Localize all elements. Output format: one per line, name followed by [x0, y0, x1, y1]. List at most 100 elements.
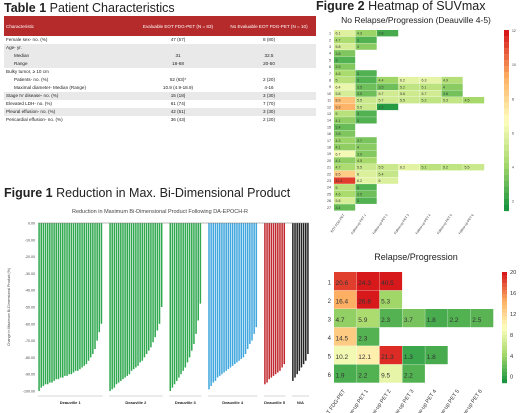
heat-cell	[355, 117, 377, 124]
cell-value: 6.4	[336, 85, 341, 89]
row-label: Pericardial effusion- no. (%)	[6, 117, 63, 122]
cell-value: 4.4	[379, 79, 384, 83]
heat-cell	[355, 97, 377, 104]
heat-cell	[463, 97, 485, 104]
legend-swatch	[502, 357, 507, 361]
bar	[216, 223, 219, 378]
row-label: Stage IV disease- no. (%)	[4, 92, 134, 100]
cell-value: 40.5	[381, 280, 394, 287]
legend-swatch	[502, 309, 507, 313]
bar	[42, 223, 45, 386]
legend-swatch	[504, 156, 509, 163]
bar	[251, 223, 253, 341]
bar	[128, 223, 131, 375]
legend-swatch	[502, 368, 507, 373]
heat-cell	[334, 190, 356, 198]
legend-swatch	[504, 60, 509, 67]
group-label: Deauville 3	[175, 400, 197, 405]
cell-value: 5.7	[379, 92, 384, 96]
column-label: Follow-up PET 2	[372, 213, 389, 235]
row-label: Age- yr.	[4, 44, 134, 52]
legend-label: 8	[510, 333, 513, 339]
column-label: Follow-up PET 4	[415, 213, 432, 235]
header-characteristic: Characteristic	[4, 16, 134, 36]
bar	[208, 223, 210, 390]
cell-value: 4.5	[465, 99, 470, 103]
bar	[150, 223, 152, 348]
bar	[268, 223, 270, 380]
row-label: 21	[327, 166, 331, 170]
row-not-evaluable: 4-16	[264, 85, 274, 90]
heat-cell	[355, 197, 377, 204]
bar	[124, 223, 126, 378]
heat-cell	[398, 83, 420, 90]
cell-value: 3	[357, 199, 359, 203]
column-label: EOT FDG-PET	[321, 388, 347, 413]
row-label: Pleural effusion- no. (%)	[4, 108, 134, 116]
bar	[100, 223, 103, 324]
cell-value: 26.8	[358, 298, 371, 305]
cell-value: 6.3	[422, 79, 427, 83]
heat-cell	[334, 204, 356, 211]
heat-cell	[425, 309, 448, 328]
heat-cell	[420, 164, 442, 171]
legend-swatch	[504, 108, 509, 115]
cell-value: 3.8	[336, 132, 341, 136]
cell-value: 4.3	[336, 139, 341, 143]
cell-value: 5.3	[381, 298, 390, 305]
bar	[191, 223, 193, 351]
cell-value: 9.5	[381, 372, 390, 379]
row-label: 1	[328, 281, 332, 287]
row-label: Maximal diameter- Median (Range)	[14, 85, 86, 90]
heat-cell	[377, 97, 399, 104]
table1-title-bold: Table 1	[4, 1, 47, 15]
cell-value: 4.5	[357, 159, 362, 163]
legend-swatch	[504, 54, 509, 61]
bar	[66, 223, 68, 376]
bar	[180, 223, 182, 375]
heat-cell	[334, 56, 356, 64]
column-label: Follow-up PET 1	[350, 213, 367, 235]
cell-value: 1.9	[336, 372, 345, 379]
bar	[87, 223, 90, 361]
table-row: Female sex- no. (%) 47 (57) 8 (80)	[4, 36, 316, 44]
bar	[171, 223, 174, 388]
heat-cell	[398, 76, 420, 84]
cell-value: 5.1	[422, 166, 427, 170]
heat-cell	[420, 76, 442, 84]
bar	[115, 223, 118, 385]
legend-swatch	[504, 42, 509, 49]
cell-value: 4.7	[336, 166, 341, 170]
cell-value: 10.2	[336, 354, 349, 361]
heat-cell	[334, 157, 356, 164]
heat-cell	[334, 63, 356, 70]
legend-label: 16	[510, 291, 516, 297]
bar	[126, 223, 129, 376]
column-label: Follow-up PET 6	[458, 213, 475, 235]
bar	[270, 223, 273, 378]
bar	[44, 223, 47, 385]
bar	[274, 223, 277, 375]
row-label: Female sex- no. (%)	[6, 37, 48, 42]
legend-label: 12	[510, 312, 516, 318]
legend-swatch	[504, 150, 509, 157]
legend-swatch	[502, 375, 507, 380]
legend-swatch	[504, 120, 509, 127]
heat-cell	[334, 117, 356, 124]
bar	[81, 223, 83, 368]
row-label: 3	[328, 318, 332, 324]
cell-value: 6.1	[336, 32, 341, 36]
legend-swatch	[502, 346, 507, 350]
row-label: 23	[327, 179, 331, 183]
legend-swatch	[504, 126, 509, 133]
heat-cell	[379, 346, 403, 365]
cell-value: 12.1	[358, 354, 371, 361]
fig2-title-rest: Heatmap of SUVmax	[364, 0, 486, 13]
fig2-title-bold: Figure 2	[316, 0, 365, 13]
legend-swatch	[504, 180, 509, 187]
bar	[266, 223, 268, 383]
cell-value: 3.7	[357, 139, 362, 143]
heat-cell	[402, 346, 425, 365]
y-axis-label: Change in Maximum Bi-Dimensional Product…	[7, 268, 11, 346]
bar	[38, 223, 40, 391]
